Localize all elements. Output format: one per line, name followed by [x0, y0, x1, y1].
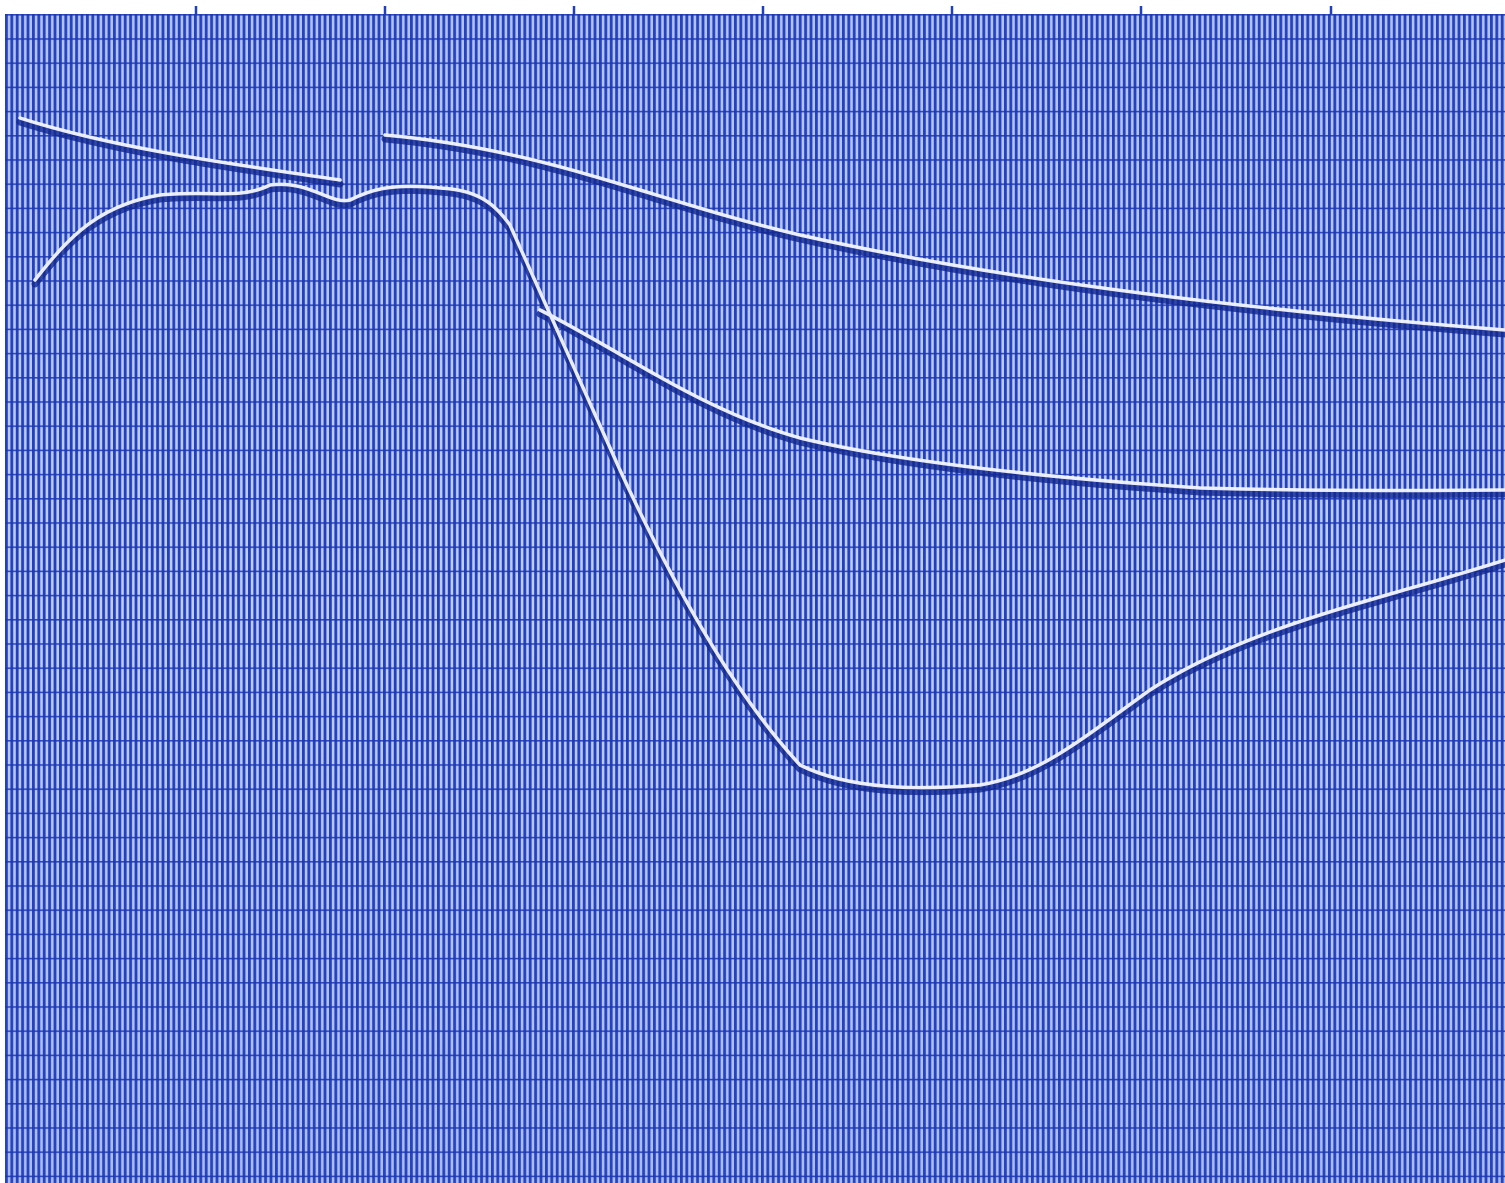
- time-grid: [5, 14, 1505, 1183]
- seismic-section: [0, 0, 1505, 1183]
- page: [0, 0, 1505, 1183]
